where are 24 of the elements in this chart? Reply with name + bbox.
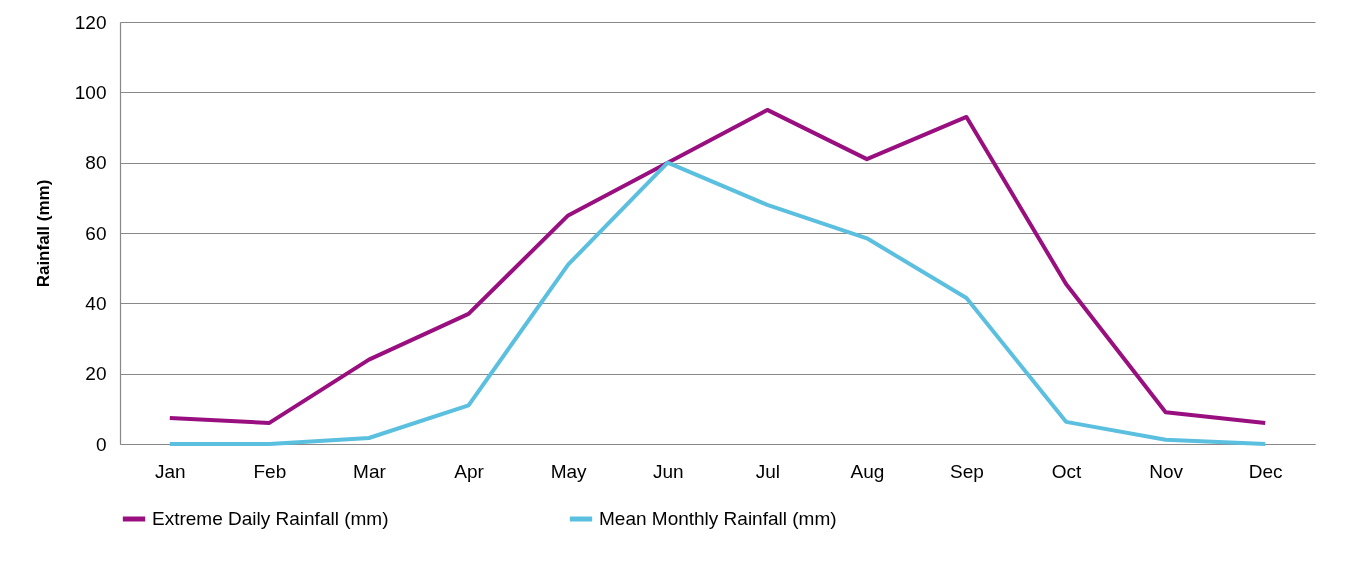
x-tick-label: Feb — [253, 460, 287, 482]
x-tick-label: Sep — [950, 460, 984, 482]
line-series — [167, 160, 1268, 446]
legend-label: Extreme Daily Rainfall (mm) — [152, 508, 389, 529]
x-tick-label: Aug — [850, 460, 885, 482]
y-tick-label: 100 — [74, 81, 107, 103]
x-tick-label: Jul — [755, 460, 780, 482]
line-series — [167, 107, 1268, 425]
x-tick-label: Jan — [154, 460, 186, 482]
y-tick-label: 120 — [74, 11, 107, 33]
x-tick-label: Mar — [353, 460, 387, 482]
y-axis-title: Rainfall (mm) — [33, 179, 53, 288]
y-tick-label: 20 — [85, 363, 107, 385]
x-tick-label: Oct — [1051, 460, 1083, 482]
y-tick-label: 80 — [85, 152, 107, 174]
legend-label: Mean Monthly Rainfall (mm) — [599, 508, 837, 529]
x-tick-label: Dec — [1248, 460, 1283, 482]
x-tick-label: Jun — [652, 460, 684, 482]
y-tick-label: 60 — [85, 222, 107, 244]
x-tick-label: Nov — [1149, 460, 1184, 482]
x-tick-label: Apr — [454, 460, 485, 482]
y-tick-label: 0 — [95, 433, 107, 455]
y-tick-label: 40 — [85, 292, 107, 314]
x-tick-label: May — [550, 460, 588, 482]
